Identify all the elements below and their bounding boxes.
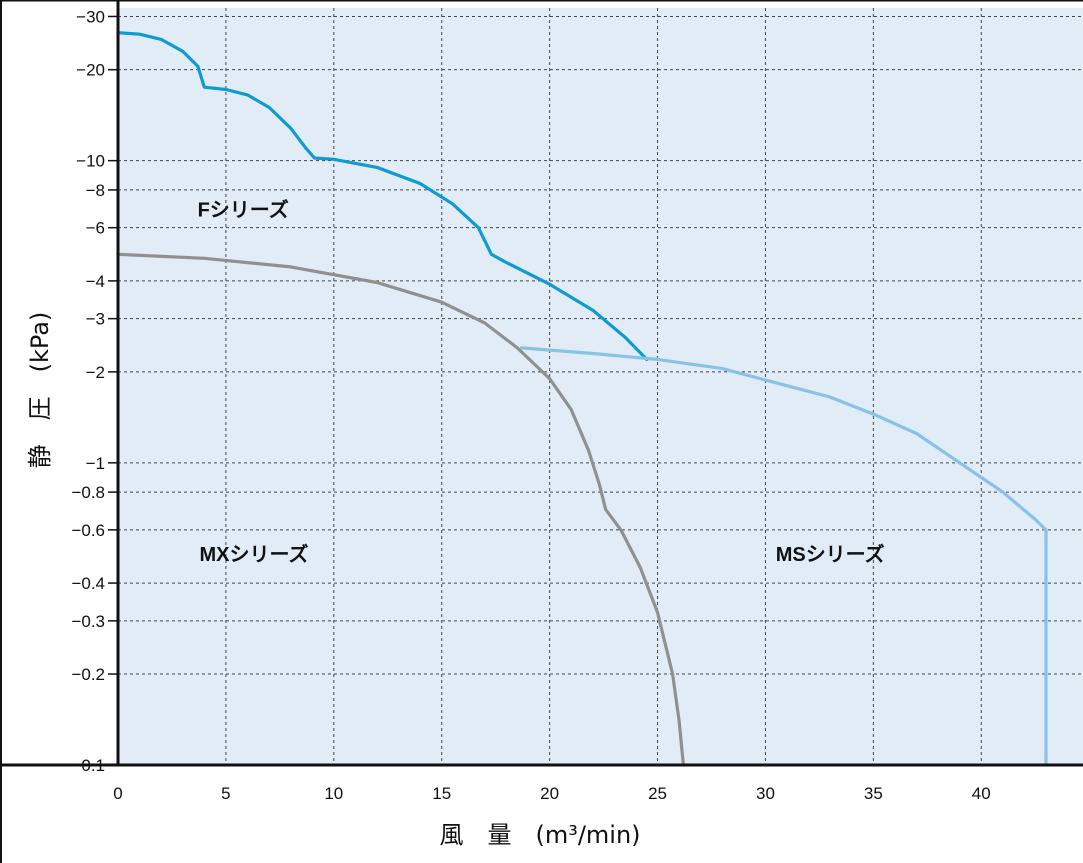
x-tick-label: 30	[756, 784, 775, 803]
plot-background-layer	[118, 8, 1083, 765]
series-line	[116, 252, 685, 767]
y-tick-label: −0.3	[71, 612, 105, 631]
series-line	[116, 31, 649, 361]
y-tick-label: −3	[86, 310, 105, 329]
y-tick-label: −0.8	[71, 483, 105, 502]
series-line	[520, 346, 1048, 767]
series-label: MSシリーズ	[776, 542, 885, 566]
y-tick-label: −2	[86, 363, 105, 382]
x-tick-label: 0	[113, 784, 122, 803]
y-tick-label: −1	[86, 454, 105, 473]
y-axis-title: 静 圧 (kPa)	[26, 312, 54, 469]
y-tick-label: −0.6	[71, 521, 105, 540]
y-tick-label: −30	[76, 7, 105, 26]
y-tick-label: −0.2	[71, 665, 105, 684]
y-tick-label: −10	[76, 152, 105, 171]
tick-label-layer: −0.1 −0.2 −0.3 −0.4 −0.6 −0.8 −1 −2 −3 −4 −6 −8 −10 −…	[71, 7, 990, 803]
x-tick-label: 15	[432, 784, 451, 803]
series-label: MXシリーズ	[199, 542, 308, 566]
x-tick-label: 10	[324, 784, 343, 803]
x-tick-label: 40	[972, 784, 991, 803]
y-tick-label: −4	[86, 272, 105, 291]
series-label-layer: Fシリーズ MXシリーズ MSシリーズ	[198, 197, 885, 565]
x-tick-label: 20	[540, 784, 559, 803]
x-tick-label: 35	[864, 784, 883, 803]
x-tick-label: 5	[221, 784, 230, 803]
y-tick-label: −6	[86, 219, 105, 238]
x-axis-title: 風 量 (m³/min)	[439, 821, 640, 849]
y-tick-label: −20	[76, 61, 105, 80]
plot-area	[118, 8, 1083, 765]
y-tick-label: −8	[86, 181, 105, 200]
x-tick-label: 25	[648, 784, 667, 803]
y-tick-label: −0.4	[71, 574, 105, 593]
y-tick-label: −0.1	[71, 756, 105, 775]
series-layer	[116, 31, 1048, 767]
series-label: Fシリーズ	[198, 197, 289, 221]
